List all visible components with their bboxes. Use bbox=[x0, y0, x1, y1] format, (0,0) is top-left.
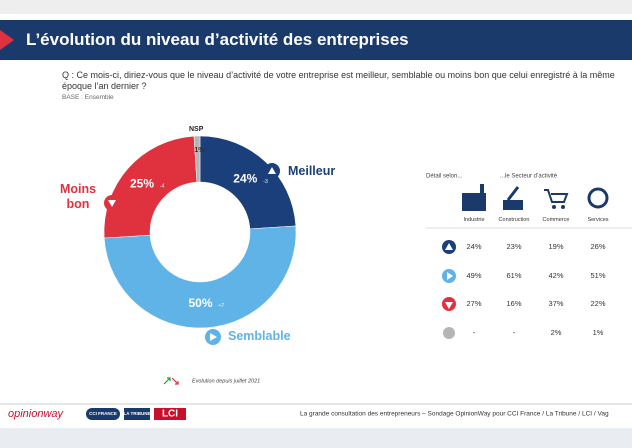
column-header: Services bbox=[587, 217, 609, 223]
question-text: Q : Ce mois-ci, diriez-vous que le nivea… bbox=[62, 70, 615, 91]
legend-arrow-up bbox=[163, 377, 171, 385]
footer-text: La grande consultation des entrepreneurs… bbox=[300, 411, 609, 418]
cell: 27% bbox=[466, 299, 482, 308]
category-label: Semblable bbox=[228, 329, 291, 343]
brand: LCI bbox=[162, 409, 178, 420]
cell: 61% bbox=[506, 271, 522, 280]
cell: - bbox=[512, 328, 516, 337]
base: BASE : Ensemble bbox=[62, 94, 114, 101]
title-accent bbox=[0, 30, 14, 50]
table-heading: Détail selon... bbox=[426, 174, 463, 180]
cell: 19% bbox=[548, 242, 564, 251]
cell: 23% bbox=[506, 242, 522, 251]
change-label: -3 bbox=[263, 179, 268, 185]
logo-bg bbox=[154, 408, 186, 420]
brand: CCI FRANCE bbox=[89, 411, 117, 416]
cell: 26% bbox=[590, 242, 606, 251]
icon-services bbox=[587, 187, 609, 209]
change-label: +7 bbox=[219, 303, 225, 309]
slice bbox=[199, 135, 297, 230]
value-label: 50% bbox=[189, 296, 213, 310]
value-label: 1% bbox=[194, 147, 205, 154]
question: Q : Ce mois-ci, diriez-vous que le nivea… bbox=[62, 70, 632, 92]
icon-construction-arm bbox=[506, 186, 520, 201]
cell: 1% bbox=[592, 328, 604, 337]
table-group: ...le Secteur d’activité bbox=[500, 174, 558, 180]
row-icon-glyph bbox=[445, 302, 453, 309]
title: L’évolution du niveau d’activité des ent… bbox=[26, 30, 409, 49]
row-icon-glyph bbox=[445, 243, 453, 250]
row-icon-glyph bbox=[447, 272, 453, 280]
slice bbox=[193, 135, 201, 183]
cell: 16% bbox=[506, 299, 522, 308]
icon-cart bbox=[544, 189, 569, 203]
cell: 24% bbox=[466, 242, 482, 251]
logo-bg bbox=[86, 408, 120, 420]
category-label: NSP bbox=[189, 126, 204, 133]
category-icon-glyph bbox=[108, 200, 116, 207]
cell: 51% bbox=[590, 271, 606, 280]
bottom-strip bbox=[0, 428, 632, 448]
logo-bg bbox=[124, 408, 150, 420]
browser-strip bbox=[0, 0, 632, 14]
row-icon bbox=[443, 327, 455, 339]
column-header: Construction bbox=[498, 217, 530, 223]
value-label: 25% bbox=[130, 177, 154, 191]
category-icon-glyph bbox=[210, 333, 217, 341]
cell: 2% bbox=[550, 328, 562, 337]
value-label: 24% bbox=[233, 172, 257, 186]
category-label: Meilleur bbox=[288, 164, 336, 178]
cell: 49% bbox=[466, 271, 482, 280]
brand: LA TRIBUNE bbox=[123, 411, 150, 416]
change-label: -4 bbox=[160, 184, 165, 190]
icon-industry bbox=[462, 193, 486, 211]
icon-cart-wheel bbox=[552, 205, 556, 209]
category-icon-glyph bbox=[268, 167, 276, 174]
cell: 22% bbox=[590, 299, 606, 308]
cell: 42% bbox=[548, 271, 564, 280]
column-header: Commerce bbox=[542, 217, 570, 223]
legend-arrow-down bbox=[171, 377, 179, 385]
title-bar bbox=[0, 20, 632, 60]
icon-industry-chimney bbox=[480, 184, 484, 194]
brand: opinionway bbox=[8, 408, 65, 420]
sector-icons bbox=[462, 184, 609, 211]
slice bbox=[103, 225, 297, 329]
cell: - bbox=[472, 328, 476, 337]
column-header: Industrie bbox=[463, 217, 485, 223]
category-label: Moins bon bbox=[59, 182, 97, 211]
cell: 37% bbox=[548, 299, 564, 308]
icon-cart-wheel bbox=[561, 205, 565, 209]
icon-construction bbox=[503, 200, 523, 210]
legend-note: Evolution depuis juillet 2021 bbox=[192, 378, 260, 384]
